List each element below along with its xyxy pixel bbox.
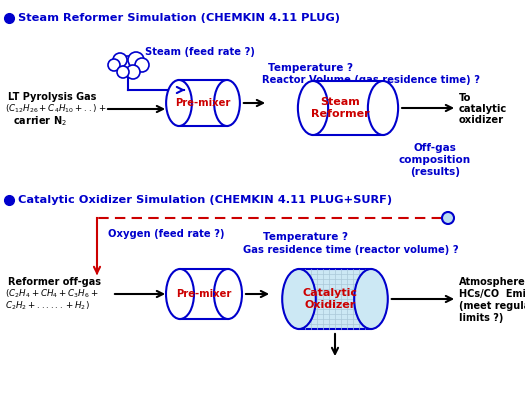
Text: oxidizer: oxidizer: [459, 115, 504, 125]
Text: Temperature ?: Temperature ?: [268, 63, 353, 73]
Text: Off-gas: Off-gas: [414, 143, 456, 153]
Text: Catalytic Oxidizer Simulation (CHEMKIN 4.11 PLUG+SURF): Catalytic Oxidizer Simulation (CHEMKIN 4…: [18, 195, 392, 205]
Text: Steam Reformer Simulation (CHEMKIN 4.11 PLUG): Steam Reformer Simulation (CHEMKIN 4.11 …: [18, 13, 340, 23]
Bar: [313, 81, 383, 135]
Text: Catalytic
Oxidizer: Catalytic Oxidizer: [302, 288, 358, 310]
Ellipse shape: [368, 81, 398, 135]
Text: Pre-mixer: Pre-mixer: [176, 289, 232, 299]
Text: $(C_2H_4+CH_4+C_3H_6+$: $(C_2H_4+CH_4+C_3H_6+$: [5, 288, 99, 300]
Text: $(C_{12}H_{26}+C_4H_{10}+..)$ +: $(C_{12}H_{26}+C_4H_{10}+..)$ +: [5, 103, 107, 115]
Text: Steam
Reformer: Steam Reformer: [311, 97, 369, 119]
Text: composition: composition: [399, 155, 471, 165]
Text: Oxygen (feed rate ?): Oxygen (feed rate ?): [108, 229, 225, 239]
Text: Atmosphere: Atmosphere: [459, 277, 525, 287]
Text: Steam (feed rate ?): Steam (feed rate ?): [145, 47, 255, 57]
Ellipse shape: [166, 269, 194, 319]
Bar: [180, 269, 228, 319]
Text: limits ?): limits ?): [459, 313, 503, 323]
Circle shape: [117, 66, 129, 78]
Text: Reactor Volume (gas residence time) ?: Reactor Volume (gas residence time) ?: [262, 75, 480, 85]
Bar: [299, 269, 371, 329]
Circle shape: [108, 59, 120, 71]
Ellipse shape: [354, 269, 388, 329]
Text: HCs/CO  Emissions: HCs/CO Emissions: [459, 289, 525, 299]
Text: Reformer off-gas: Reformer off-gas: [8, 277, 101, 287]
Bar: [179, 80, 227, 126]
Text: Pre-mixer: Pre-mixer: [175, 98, 230, 108]
Circle shape: [126, 65, 140, 79]
Text: (meet regulatory: (meet regulatory: [459, 301, 525, 311]
Text: catalytic: catalytic: [459, 104, 507, 114]
Circle shape: [128, 52, 144, 68]
Circle shape: [119, 56, 137, 74]
Text: LT Pyrolysis Gas: LT Pyrolysis Gas: [8, 92, 97, 102]
Ellipse shape: [282, 269, 316, 329]
Ellipse shape: [166, 80, 192, 126]
Text: To: To: [459, 93, 471, 103]
Circle shape: [442, 212, 454, 224]
Text: Gas residence time (reactor volume) ?: Gas residence time (reactor volume) ?: [243, 245, 459, 255]
Text: (results): (results): [410, 167, 460, 177]
Ellipse shape: [214, 269, 242, 319]
Text: carrier N$_2$: carrier N$_2$: [13, 114, 67, 128]
Circle shape: [135, 58, 149, 72]
Text: Temperature ?: Temperature ?: [263, 232, 348, 242]
Ellipse shape: [214, 80, 240, 126]
Ellipse shape: [298, 81, 328, 135]
Circle shape: [113, 53, 127, 67]
Text: $C_2H_2+......+H_2)$: $C_2H_2+......+H_2)$: [5, 300, 90, 312]
